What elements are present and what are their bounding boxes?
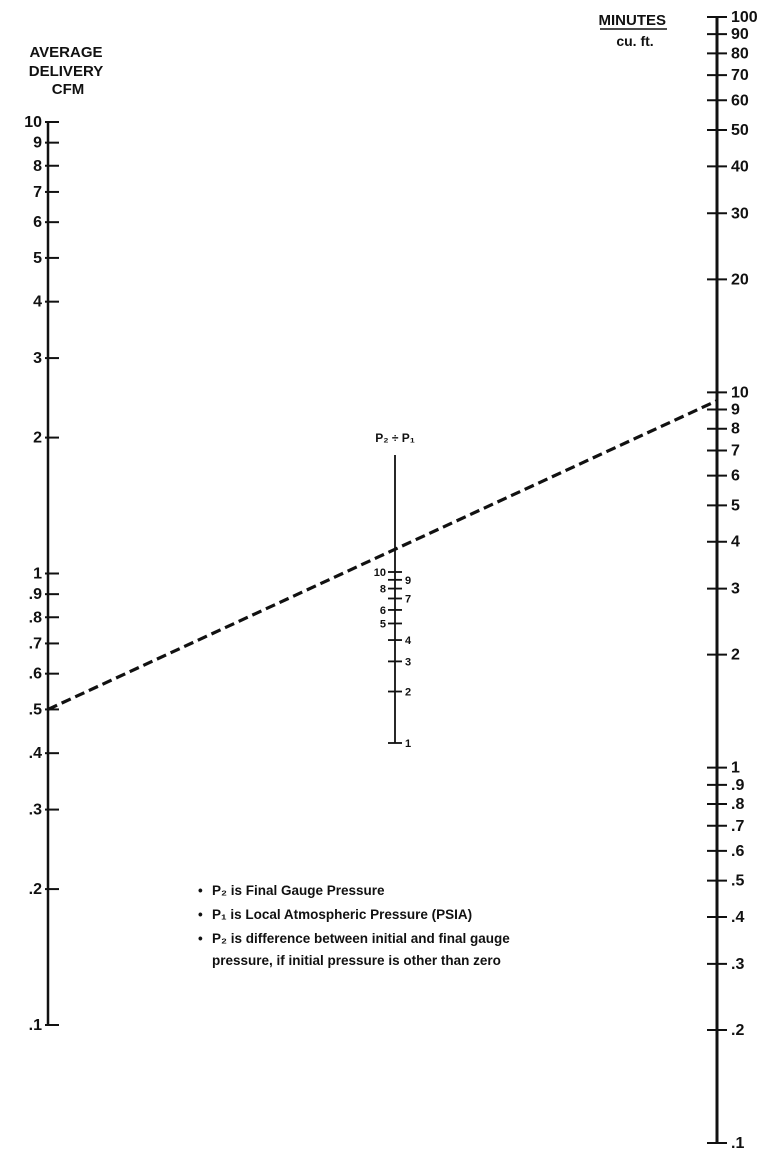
left-axis-title-line-3: CFM: [52, 81, 85, 98]
right-tick-label-0p8: .8: [731, 796, 744, 813]
middle-right-label-3: 3: [405, 656, 411, 668]
left-tick-label-7: 7: [33, 184, 42, 201]
middle-left-label-5: 5: [380, 618, 386, 630]
left-tick-label-0p7: .7: [29, 635, 42, 652]
right-tick-label-9: 9: [731, 402, 740, 419]
right-axis-subtitle: cu. ft.: [616, 33, 653, 49]
right-tick-label-20: 20: [731, 271, 749, 288]
left-axis-title-line-1: AVERAGE: [29, 44, 102, 61]
middle-left-label-6: 6: [380, 605, 386, 617]
left-tick-label-0p9: .9: [29, 586, 42, 603]
right-tick-label-100: 100: [731, 9, 758, 26]
example-dashed-line: [47, 399, 718, 711]
note-line-1: P₂ is Final Gauge Pressure: [212, 883, 385, 898]
note-line-3: P₂ is difference between initial and fin…: [212, 931, 510, 946]
note-bullet-3: •: [198, 931, 203, 946]
right-tick-label-0p1: .1: [731, 1135, 744, 1152]
left-tick-label-10: 10: [24, 114, 42, 131]
left-tick-label-0p5: .5: [29, 701, 42, 718]
left-tick-label-0p4: .4: [29, 745, 42, 762]
left-tick-label-2: 2: [33, 430, 42, 447]
left-tick-label-8: 8: [33, 158, 42, 175]
right-tick-label-30: 30: [731, 205, 749, 222]
right-tick-label-90: 90: [731, 26, 749, 43]
left-tick-label-4: 4: [33, 294, 42, 311]
right-tick-label-3: 3: [731, 581, 740, 598]
middle-axis: P₂ ÷ P₁ 10 8 65 9 7 4 3 2 1: [374, 431, 415, 750]
right-axis-title: MINUTES: [599, 12, 667, 29]
left-tick-label-1: 1: [33, 566, 42, 583]
right-tick-label-0p2: .2: [731, 1022, 744, 1039]
notes: • P₂ is Final Gauge Pressure • P₁ is Loc…: [198, 883, 510, 968]
note-line-2: P₁ is Local Atmospheric Pressure (PSIA): [212, 907, 472, 922]
right-tick-label-80: 80: [731, 45, 749, 62]
middle-right-label-2: 2: [405, 687, 411, 699]
left-tick-label-0p1: .1: [29, 1017, 42, 1034]
right-tick-label-10: 10: [731, 384, 749, 401]
right-tick-label-0p3: .3: [731, 956, 744, 973]
right-tick-label-0p7: .7: [731, 818, 744, 835]
right-tick-label-60: 60: [731, 92, 749, 109]
right-tick-label-0p5: .5: [731, 873, 744, 890]
right-tick-label-8: 8: [731, 421, 740, 438]
middle-left-label-8: 8: [380, 584, 386, 596]
right-tick-label-7: 7: [731, 442, 740, 459]
left-tick-label-9: 9: [33, 135, 42, 152]
note-line-4: pressure, if initial pressure is other t…: [212, 953, 501, 968]
right-tick-label-70: 70: [731, 67, 749, 84]
left-tick-label-3: 3: [33, 350, 42, 367]
left-tick-label-0p6: .6: [29, 666, 42, 683]
right-tick-label-5: 5: [731, 497, 740, 514]
left-axis: AVERAGE DELIVERY CFM 10 9 8 7 6 5 4 3 2 1 .9 .8 .7 .6…: [24, 44, 103, 1034]
right-tick-label-0p4: .4: [731, 909, 744, 926]
right-tick-label-4: 4: [731, 534, 740, 551]
left-tick-label-0p3: .3: [29, 802, 42, 819]
right-tick-label-0p6: .6: [731, 843, 744, 860]
left-tick-label-6: 6: [33, 214, 42, 231]
left-tick-label-0p8: .8: [29, 609, 42, 626]
note-bullet-1: •: [198, 883, 203, 898]
right-tick-label-1: 1: [731, 760, 740, 777]
right-tick-label-6: 6: [731, 468, 740, 485]
left-axis-title-line-2: DELIVERY: [29, 63, 103, 80]
middle-axis-title: P₂ ÷ P₁: [375, 431, 415, 445]
note-bullet-2: •: [198, 907, 203, 922]
right-tick-label-40: 40: [731, 158, 749, 175]
middle-right-label-1: 1: [405, 738, 411, 750]
middle-right-label-7: 7: [405, 593, 411, 605]
middle-right-label-9: 9: [405, 575, 411, 587]
left-tick-label-0p2: .2: [29, 881, 42, 898]
middle-left-label-10: 10: [374, 567, 386, 579]
right-tick-label-0p9: .9: [731, 777, 744, 794]
left-tick-label-5: 5: [33, 250, 42, 267]
right-tick-label-2: 2: [731, 647, 740, 664]
middle-right-label-4: 4: [405, 635, 412, 647]
right-tick-label-50: 50: [731, 122, 749, 139]
